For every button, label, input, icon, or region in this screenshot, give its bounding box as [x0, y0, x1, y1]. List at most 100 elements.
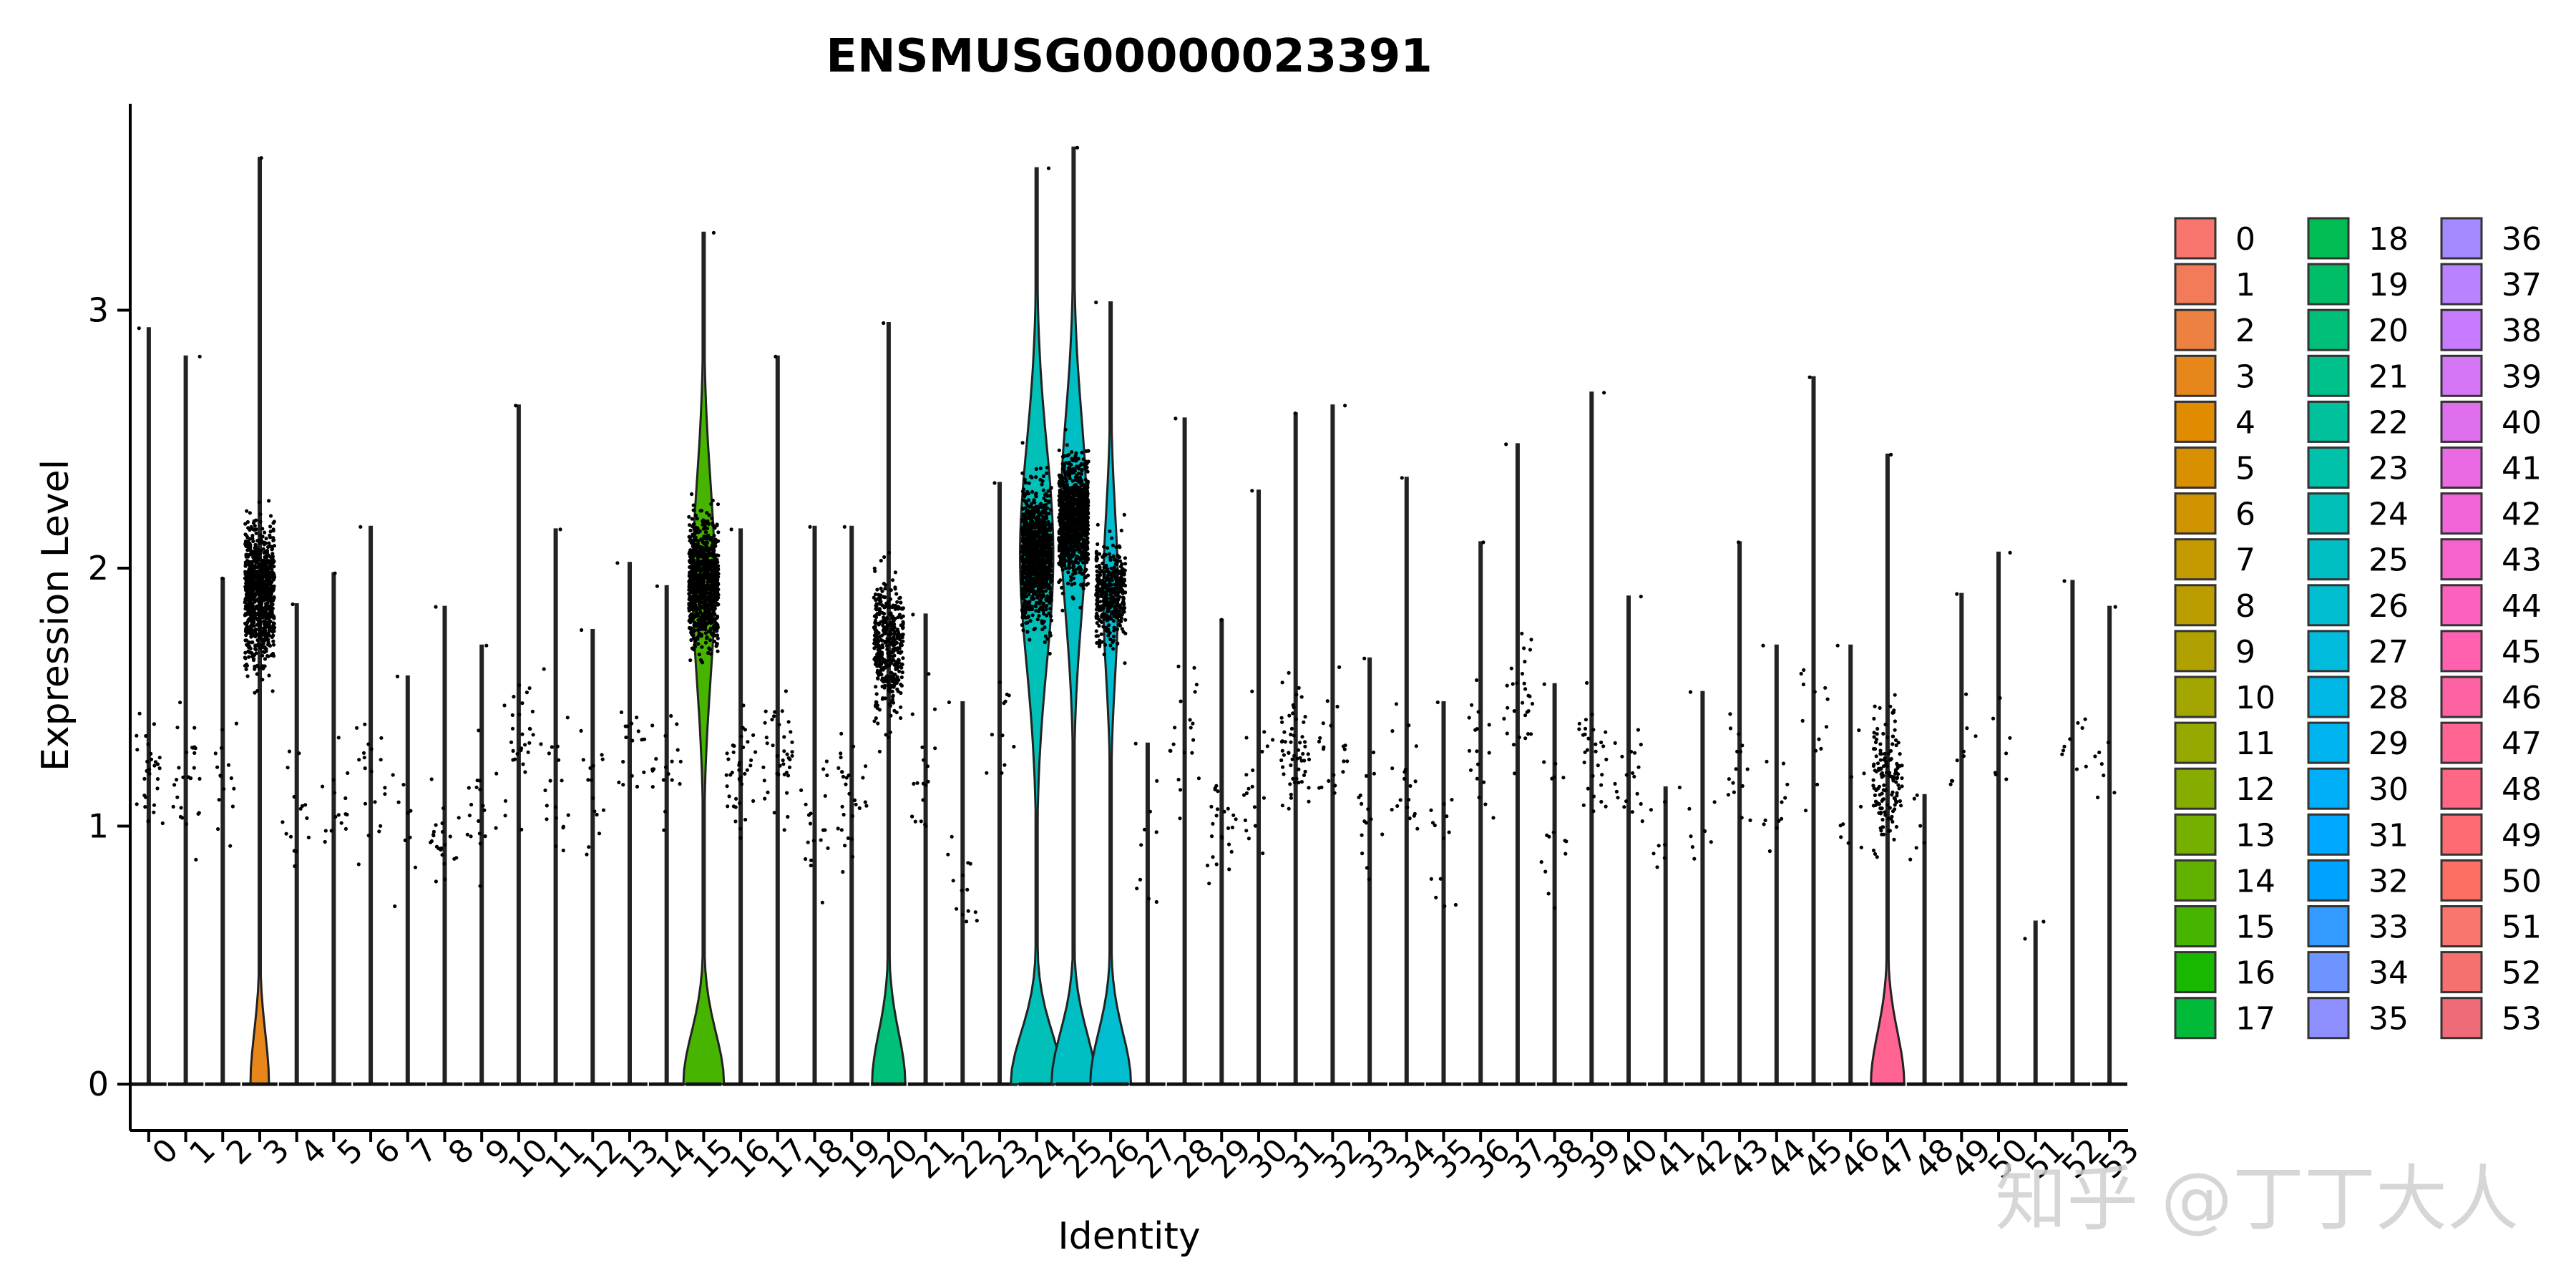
data-point	[257, 620, 261, 625]
data-point	[1085, 507, 1090, 512]
data-point	[1023, 609, 1028, 613]
data-point	[872, 566, 877, 570]
data-point	[1020, 578, 1025, 583]
data-point	[1036, 515, 1040, 519]
data-point	[887, 550, 892, 555]
data-point	[636, 729, 640, 733]
data-point	[443, 877, 447, 882]
data-point	[357, 758, 361, 762]
data-point	[194, 857, 198, 862]
data-point	[135, 748, 140, 752]
data-point	[245, 534, 249, 538]
data-point	[1026, 492, 1030, 496]
data-point	[258, 645, 262, 649]
data-point	[876, 676, 880, 681]
data-point	[690, 539, 694, 543]
data-point	[1032, 498, 1036, 502]
data-point	[703, 628, 708, 632]
data-point	[990, 733, 994, 737]
data-point	[475, 779, 479, 783]
data-point	[1108, 637, 1113, 642]
data-point	[253, 607, 257, 611]
data-point	[587, 845, 591, 849]
data-point	[1057, 515, 1061, 519]
data-point	[691, 633, 696, 638]
data-point	[527, 741, 532, 745]
data-point	[249, 594, 253, 599]
data-point	[1085, 522, 1089, 527]
data-point	[1058, 512, 1062, 517]
data-point	[258, 519, 263, 524]
jitter-points	[910, 613, 937, 829]
data-point	[321, 784, 325, 789]
data-point	[710, 600, 714, 604]
data-point	[1060, 498, 1065, 503]
data-point	[743, 771, 747, 776]
data-point	[1120, 627, 1124, 631]
data-point	[666, 772, 670, 776]
data-point	[258, 666, 262, 670]
data-point	[712, 575, 717, 580]
data-point	[821, 767, 826, 771]
data-point	[898, 643, 903, 648]
data-point	[669, 713, 673, 718]
data-point	[1038, 560, 1043, 565]
data-point	[175, 795, 180, 799]
data-point	[1038, 595, 1043, 599]
data-point	[600, 753, 604, 757]
data-point	[1022, 593, 1026, 597]
data-point	[517, 683, 522, 688]
data-point	[1086, 449, 1091, 453]
data-point	[1099, 620, 1104, 625]
data-point	[703, 612, 707, 617]
data-point	[484, 643, 489, 648]
data-point	[882, 555, 887, 560]
data-point	[894, 711, 899, 715]
data-point	[712, 555, 716, 560]
data-point	[1102, 617, 1106, 621]
jitter-points	[724, 527, 758, 840]
violin-24	[1009, 166, 1064, 1086]
data-point	[1069, 507, 1073, 512]
data-point	[850, 854, 855, 859]
data-point	[1049, 569, 1053, 573]
data-point	[145, 769, 149, 773]
data-point	[1072, 519, 1076, 524]
data-point	[1068, 477, 1072, 481]
data-point	[675, 748, 680, 752]
data-point	[545, 804, 549, 808]
data-point	[383, 786, 387, 790]
data-point	[249, 525, 253, 530]
data-point	[888, 597, 893, 601]
data-point	[819, 838, 823, 842]
data-point	[787, 765, 792, 769]
data-point	[715, 553, 719, 557]
data-point	[706, 552, 710, 557]
data-point	[523, 770, 527, 774]
data-point	[268, 525, 273, 529]
data-point	[1036, 570, 1040, 574]
data-point	[773, 710, 777, 714]
data-point	[1118, 613, 1123, 617]
data-point	[715, 601, 719, 605]
data-point	[1027, 481, 1031, 485]
data-point	[1077, 556, 1081, 561]
data-point	[703, 530, 708, 535]
data-point	[707, 646, 711, 650]
data-point	[1077, 535, 1082, 540]
violin-10	[501, 404, 537, 1086]
data-point	[1041, 531, 1045, 535]
data-point	[248, 624, 253, 629]
data-point	[714, 644, 718, 648]
data-point	[434, 844, 439, 849]
data-point	[1076, 561, 1080, 565]
data-point	[1040, 568, 1044, 572]
data-point	[1099, 632, 1103, 636]
data-point	[893, 570, 897, 575]
data-point	[881, 668, 885, 672]
data-point	[261, 610, 266, 614]
data-point	[896, 607, 900, 611]
data-point	[431, 834, 436, 838]
data-point	[1046, 538, 1050, 542]
data-point	[877, 631, 881, 635]
